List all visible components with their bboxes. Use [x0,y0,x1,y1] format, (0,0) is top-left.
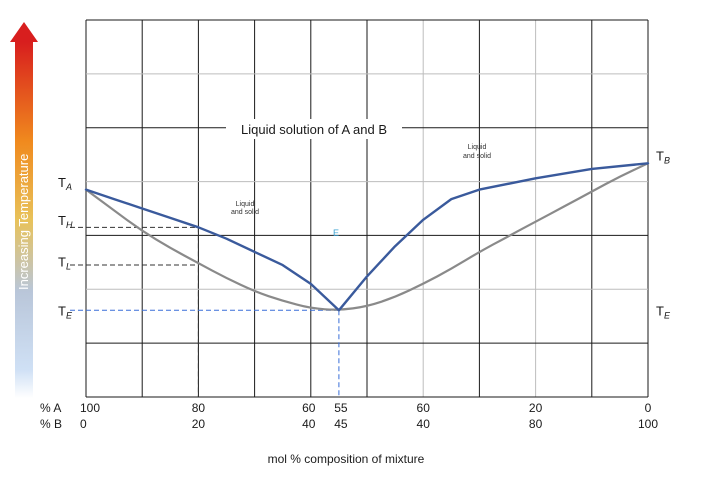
y-axis-label: Increasing Temperature [16,154,31,290]
liquid-solution-label-bg [226,119,402,139]
x-tick-a: 0 [645,401,652,415]
solidus-curve [84,162,650,311]
x-row-b-prefix: % B [40,417,62,431]
eutectic-label: E [333,228,339,238]
y-label-left: TE [58,303,73,320]
x-tick-b: 100 [638,417,658,431]
y-label-left: TH [58,213,73,230]
grid [85,19,649,398]
guide-lines [70,226,340,397]
y-label-right: TB [656,149,670,166]
x-tick-a: 100 [80,401,100,415]
right-region-label-line1: Liquid [468,144,487,151]
left-region-label-line2: and solid [231,209,259,216]
x-tick-a: 55 [334,401,348,415]
right-region-label-line2: and solid [463,153,491,160]
x-tick-b: 40 [302,417,316,431]
y-label-left: TL [58,254,71,271]
left-region-label-line1: Liquid [236,201,255,208]
temperature-arrow: Increasing Temperature [10,22,38,398]
x-tick-b: 0 [80,417,87,431]
curves [84,162,650,312]
x-tick-b: 20 [192,417,206,431]
x-tick-b: 45 [334,417,348,431]
temperature-arrow-head [10,22,38,42]
temperature-arrow-shaft [15,42,33,398]
x-tick-a: 80 [192,401,206,415]
x-tick-b: 40 [417,417,431,431]
x-tick-b: 80 [529,417,543,431]
y-label-left: TA [58,175,72,192]
x-tick-a: 60 [302,401,316,415]
y-label-right: TE [656,303,671,320]
liquid-solution-label: Liquid solution of A and B [241,122,387,137]
x-row-a-prefix: % A [40,401,61,415]
x-tick-a: 20 [529,401,543,415]
x-tick-a: 60 [417,401,431,415]
x-axis-label: mol % composition of mixture [268,452,425,466]
liquidus-curve [84,162,650,312]
